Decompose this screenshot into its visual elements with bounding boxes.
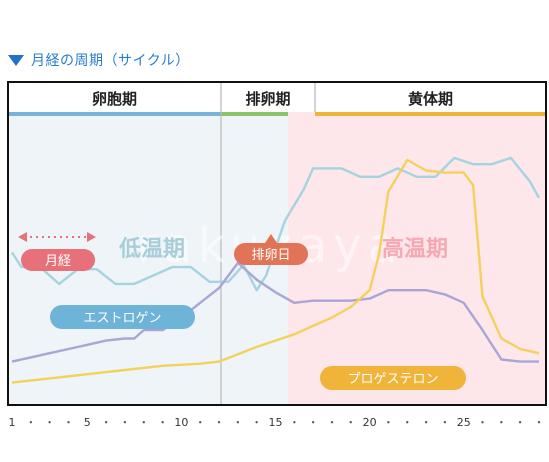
phase-bar-3 (315, 112, 546, 116)
x-dot-22: ・ (402, 416, 413, 429)
x-dot-13: ・ (232, 416, 243, 429)
x-dot-14: ・ (251, 416, 262, 429)
arrow-right-icon (87, 232, 96, 242)
x-dot-2: ・ (25, 416, 36, 429)
x-dot-6: ・ (101, 416, 112, 429)
x-dot-7: ・ (119, 416, 130, 429)
series-line-2 (11, 261, 539, 363)
ovulation-pointer-icon (265, 234, 277, 243)
x-dot-21: ・ (383, 416, 394, 429)
high-temp-label: 高温期 (382, 236, 448, 262)
progesterone-pill-bg (320, 366, 466, 390)
phase-label-2: 排卵期 (245, 90, 290, 108)
x-tick-1: 1 (9, 416, 16, 429)
x-dot-18: ・ (326, 416, 337, 429)
triangle-down-icon (8, 54, 24, 66)
phase-label-1: 卵胞期 (92, 90, 137, 108)
x-tick-20: 20 (363, 416, 377, 429)
x-tick-10: 10 (174, 416, 188, 429)
x-dot-17: ・ (308, 416, 319, 429)
estrogen-pill: エストロゲン (50, 305, 195, 329)
x-tick-25: 25 (457, 416, 471, 429)
estrogen-pill-text: エストロゲン (83, 311, 161, 326)
chart-title-row: 月経の周期（サイクル） (8, 50, 190, 70)
x-dot-16: ・ (289, 416, 300, 429)
series-line-3 (11, 158, 540, 384)
phase-bar-1 (8, 112, 221, 116)
x-dot-12: ・ (214, 416, 225, 429)
progesterone-pill: プロゲステロン (320, 366, 466, 390)
x-tick-5: 5 (84, 416, 91, 429)
phase-bar-2 (221, 112, 315, 116)
chart-title: 月経の周期（サイクル） (31, 53, 190, 69)
x-dot-28: ・ (515, 416, 526, 429)
x-dot-4: ・ (63, 416, 74, 429)
ovulation-day-pill-bg (234, 243, 308, 265)
x-dot-23: ・ (421, 416, 432, 429)
x-dot-26: ・ (477, 416, 488, 429)
x-tick-15: 15 (269, 416, 283, 429)
ovulation-day-pill: 排卵日 (234, 243, 308, 265)
arrow-left-icon (18, 232, 27, 242)
x-dot-27: ・ (496, 416, 507, 429)
menstruation-pill-text: 月経 (45, 254, 71, 269)
phase-label-3: 黄体期 (408, 90, 453, 108)
progesterone-pill-text: プロゲステロン (347, 372, 438, 387)
x-dot-24: ・ (439, 416, 450, 429)
x-dot-9: ・ (157, 416, 168, 429)
x-dot-11: ・ (195, 416, 206, 429)
x-dot-29: ・ (534, 416, 545, 429)
menstruation-pill: 月経 (21, 249, 95, 271)
chart-frame (7, 81, 547, 406)
menstruation-pill-bg (21, 249, 95, 271)
estrogen-pill-bg (50, 305, 195, 329)
low-temp-label: 低温期 (118, 237, 185, 262)
ovulation-day-pill-text: 排卵日 (251, 248, 290, 263)
x-dot-19: ・ (345, 416, 356, 429)
x-dot-3: ・ (44, 416, 55, 429)
x-dot-8: ・ (138, 416, 149, 429)
